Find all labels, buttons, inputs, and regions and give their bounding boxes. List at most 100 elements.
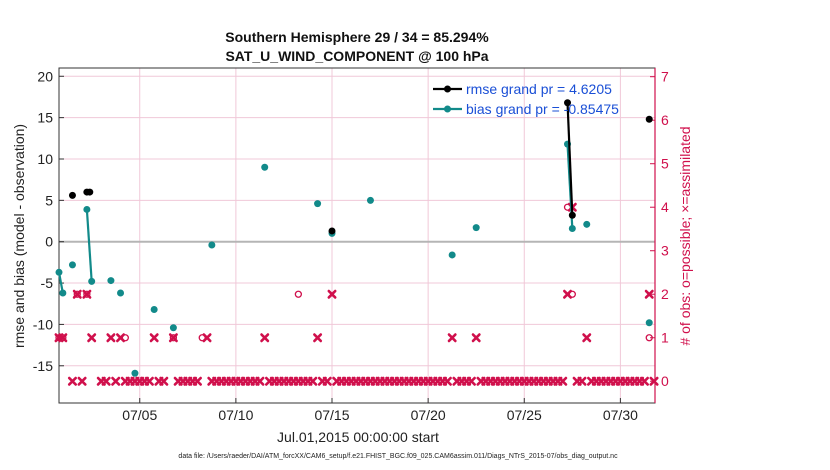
bias-point <box>448 251 456 259</box>
bias-point <box>568 224 576 232</box>
x-tick-label: 07/25 <box>507 407 542 423</box>
obs-assimilated-point <box>639 376 649 386</box>
x-tick-label: 07/05 <box>122 407 157 423</box>
legend-bias-marker <box>444 105 451 113</box>
chart-title: Southern Hemisphere 29 / 34 = 85.294% <box>225 29 489 45</box>
bias-line-segment <box>85 209 93 282</box>
obs-assimilated-point <box>466 376 476 386</box>
bias-point <box>117 289 125 297</box>
y2-tick-label: 4 <box>661 199 669 215</box>
obs-assimilated-point <box>313 333 323 343</box>
y-tick-label: 10 <box>37 151 53 167</box>
rmse-point <box>564 99 572 107</box>
bias-point <box>583 220 591 228</box>
bias-point <box>208 241 216 249</box>
obs-possible-point <box>645 334 653 342</box>
y-tick-label: -10 <box>33 316 53 332</box>
obs-assimilated-point <box>101 376 111 386</box>
rmse-point <box>645 115 653 123</box>
y-tick-label: 20 <box>37 68 53 84</box>
y2-tick-label: 0 <box>661 373 669 389</box>
obs-assimilated-point <box>116 333 126 343</box>
obs-assimilated-point <box>149 333 159 343</box>
obs-assimilated-point <box>558 376 568 386</box>
y-tick-label: 15 <box>37 110 53 126</box>
axes: -15 -10 -5 0 5 10 15 20 0 1 2 3 4 5 6 7 07/05 07/10 07/15 0… <box>33 67 669 423</box>
chart-subtitle: SAT_U_WIND_COMPONENT @ 100 hPa <box>225 48 488 64</box>
rmse-point <box>86 188 94 196</box>
obs-assimilated-point <box>58 333 68 343</box>
y2-tick-label: 6 <box>661 112 669 128</box>
x-axis-label: Jul.01,2015 00:00:00 start <box>277 429 439 445</box>
bias-point <box>131 369 139 377</box>
y2-tick-label: 3 <box>661 243 669 259</box>
rmse-point <box>68 191 76 199</box>
obs-assimilated-point <box>168 333 178 343</box>
obs-possible-point <box>73 290 81 298</box>
legend: rmse grand pr = 4.6205 bias grand pr = -… <box>433 81 619 117</box>
obs-assimilated-point <box>144 376 154 386</box>
obs-assimilated-point <box>255 376 265 386</box>
y2-axis-label: # of obs: o=possible; ×=assimilated <box>677 126 693 345</box>
obs-assimilated-point <box>202 333 212 343</box>
obs-assimilated-point <box>649 376 659 386</box>
obs-assimilated-point <box>72 289 82 299</box>
rmse-point <box>568 211 576 219</box>
obs-possible-point <box>83 290 91 298</box>
bias-point <box>68 261 76 269</box>
legend-bias-label: bias grand pr = -0.85475 <box>466 101 619 117</box>
bias-point <box>59 289 67 297</box>
y-tick-label: -15 <box>33 358 53 374</box>
y2-tick-label: 1 <box>661 330 669 346</box>
obs-assimilated-point <box>322 376 332 386</box>
x-tick-label: 07/15 <box>314 407 349 423</box>
data-file-caption: data file: /Users/raeder/DAI/ATM_forcXX/… <box>178 453 618 460</box>
obs-assimilated-point <box>106 333 116 343</box>
obs-assimilated-point <box>67 376 77 386</box>
obs-assimilated-point <box>447 333 457 343</box>
bias-point <box>150 306 158 314</box>
legend-rmse-marker <box>444 85 451 93</box>
obs-assimilated-point <box>159 376 169 386</box>
x-tick-label: 07/30 <box>603 407 638 423</box>
bias-point <box>107 277 115 285</box>
bias-point <box>83 205 91 213</box>
bias-point <box>366 196 374 204</box>
obs-assimilated-point <box>471 333 481 343</box>
y-tick-label: 5 <box>45 192 53 208</box>
obs-possible-point <box>169 334 178 342</box>
obs-assimilated-point <box>192 376 202 386</box>
x-tick-label: 07/20 <box>411 407 446 423</box>
y2-tick-label: 7 <box>661 69 669 85</box>
obs-assimilated-point <box>87 333 97 343</box>
bias-point <box>645 319 653 327</box>
y-axis-label: rmse and bias (model - observation) <box>11 124 27 348</box>
bias-point <box>88 277 96 285</box>
grid <box>59 68 655 403</box>
obs-assimilated-point <box>327 289 337 299</box>
obs-assimilated-point <box>260 333 270 343</box>
rmse-series <box>68 99 653 235</box>
obs-assimilated-point <box>442 376 452 386</box>
rmse-point <box>328 227 336 235</box>
obs-assimilated-point <box>563 289 573 299</box>
obs-possible-point <box>294 290 303 298</box>
y2-tick-label: 2 <box>661 286 669 302</box>
x-tick-label: 07/10 <box>218 407 253 423</box>
legend-rmse-label: rmse grand pr = 4.6205 <box>466 81 612 97</box>
bias-point <box>169 324 177 332</box>
obs-assimilated-point <box>577 376 587 386</box>
obs-assimilated-point <box>111 376 121 386</box>
bias-line-segment <box>57 272 64 294</box>
obs-assimilated-point <box>308 376 318 386</box>
obs-assimilated-point <box>644 289 654 299</box>
rmse-line-segment <box>566 102 574 216</box>
y-tick-label: 0 <box>45 234 53 250</box>
observation-counts <box>54 202 659 386</box>
bias-point <box>55 268 63 276</box>
y2-tick-label: 5 <box>661 156 669 172</box>
obs-assimilated-point <box>582 333 592 343</box>
bias-point <box>261 163 269 171</box>
